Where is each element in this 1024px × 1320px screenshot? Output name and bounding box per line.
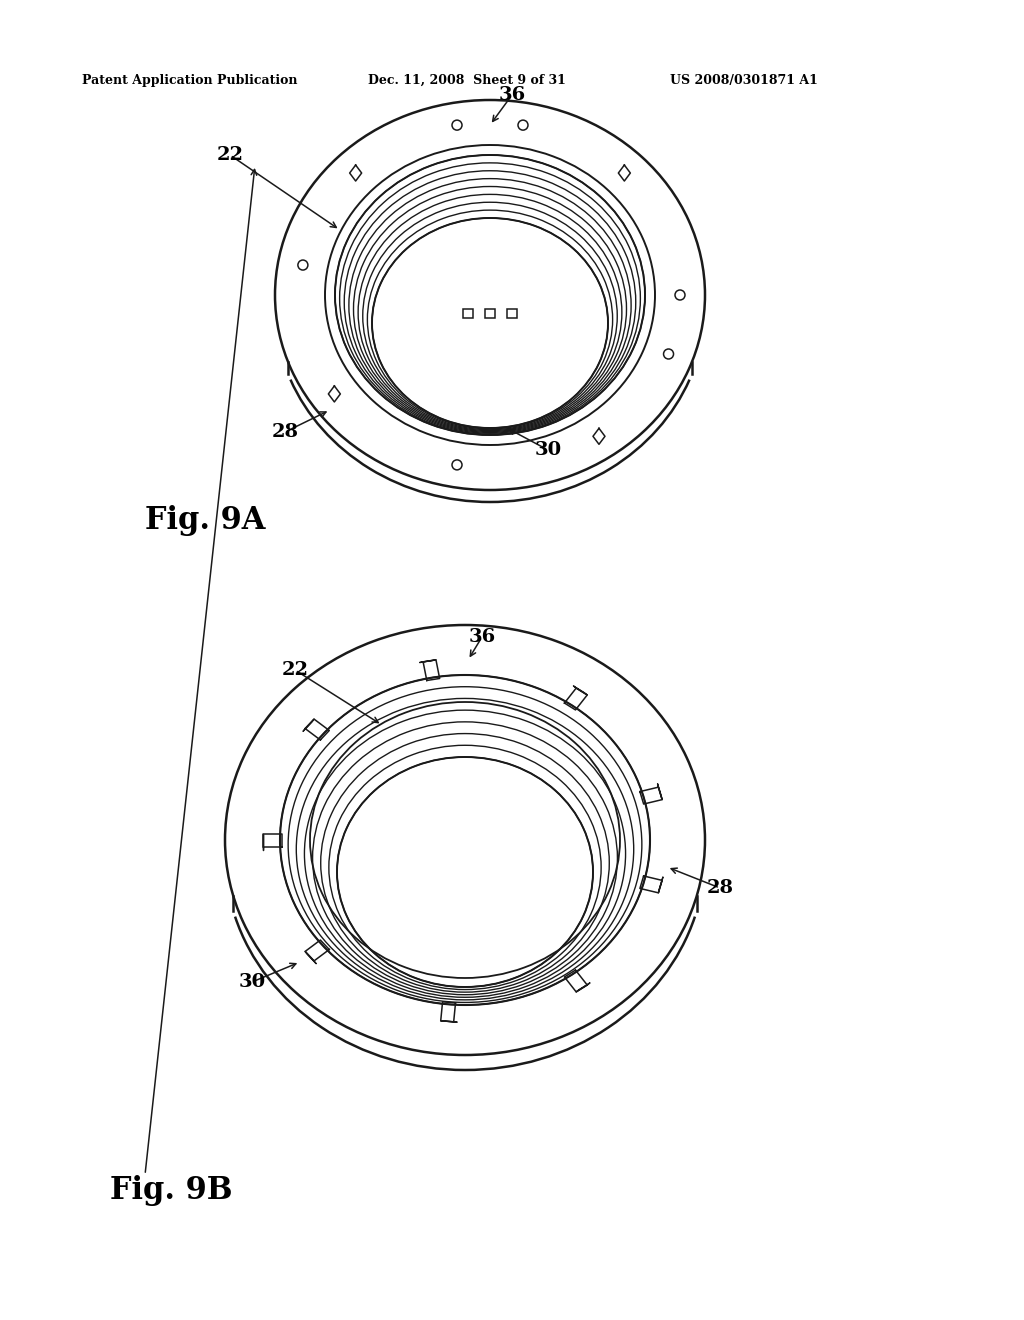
Text: 36: 36 [499,86,525,104]
Text: 28: 28 [271,422,299,441]
Text: Fig. 9B: Fig. 9B [110,1175,232,1206]
Text: Fig. 9A: Fig. 9A [145,506,265,536]
Text: Patent Application Publication: Patent Application Publication [82,74,298,87]
Text: 22: 22 [216,147,244,164]
Text: 30: 30 [535,441,561,459]
Text: Dec. 11, 2008  Sheet 9 of 31: Dec. 11, 2008 Sheet 9 of 31 [368,74,566,87]
Text: 28: 28 [707,879,733,898]
Text: US 2008/0301871 A1: US 2008/0301871 A1 [670,74,818,87]
Text: 30: 30 [239,973,265,991]
Text: 22: 22 [282,661,308,678]
Text: 36: 36 [468,628,496,645]
